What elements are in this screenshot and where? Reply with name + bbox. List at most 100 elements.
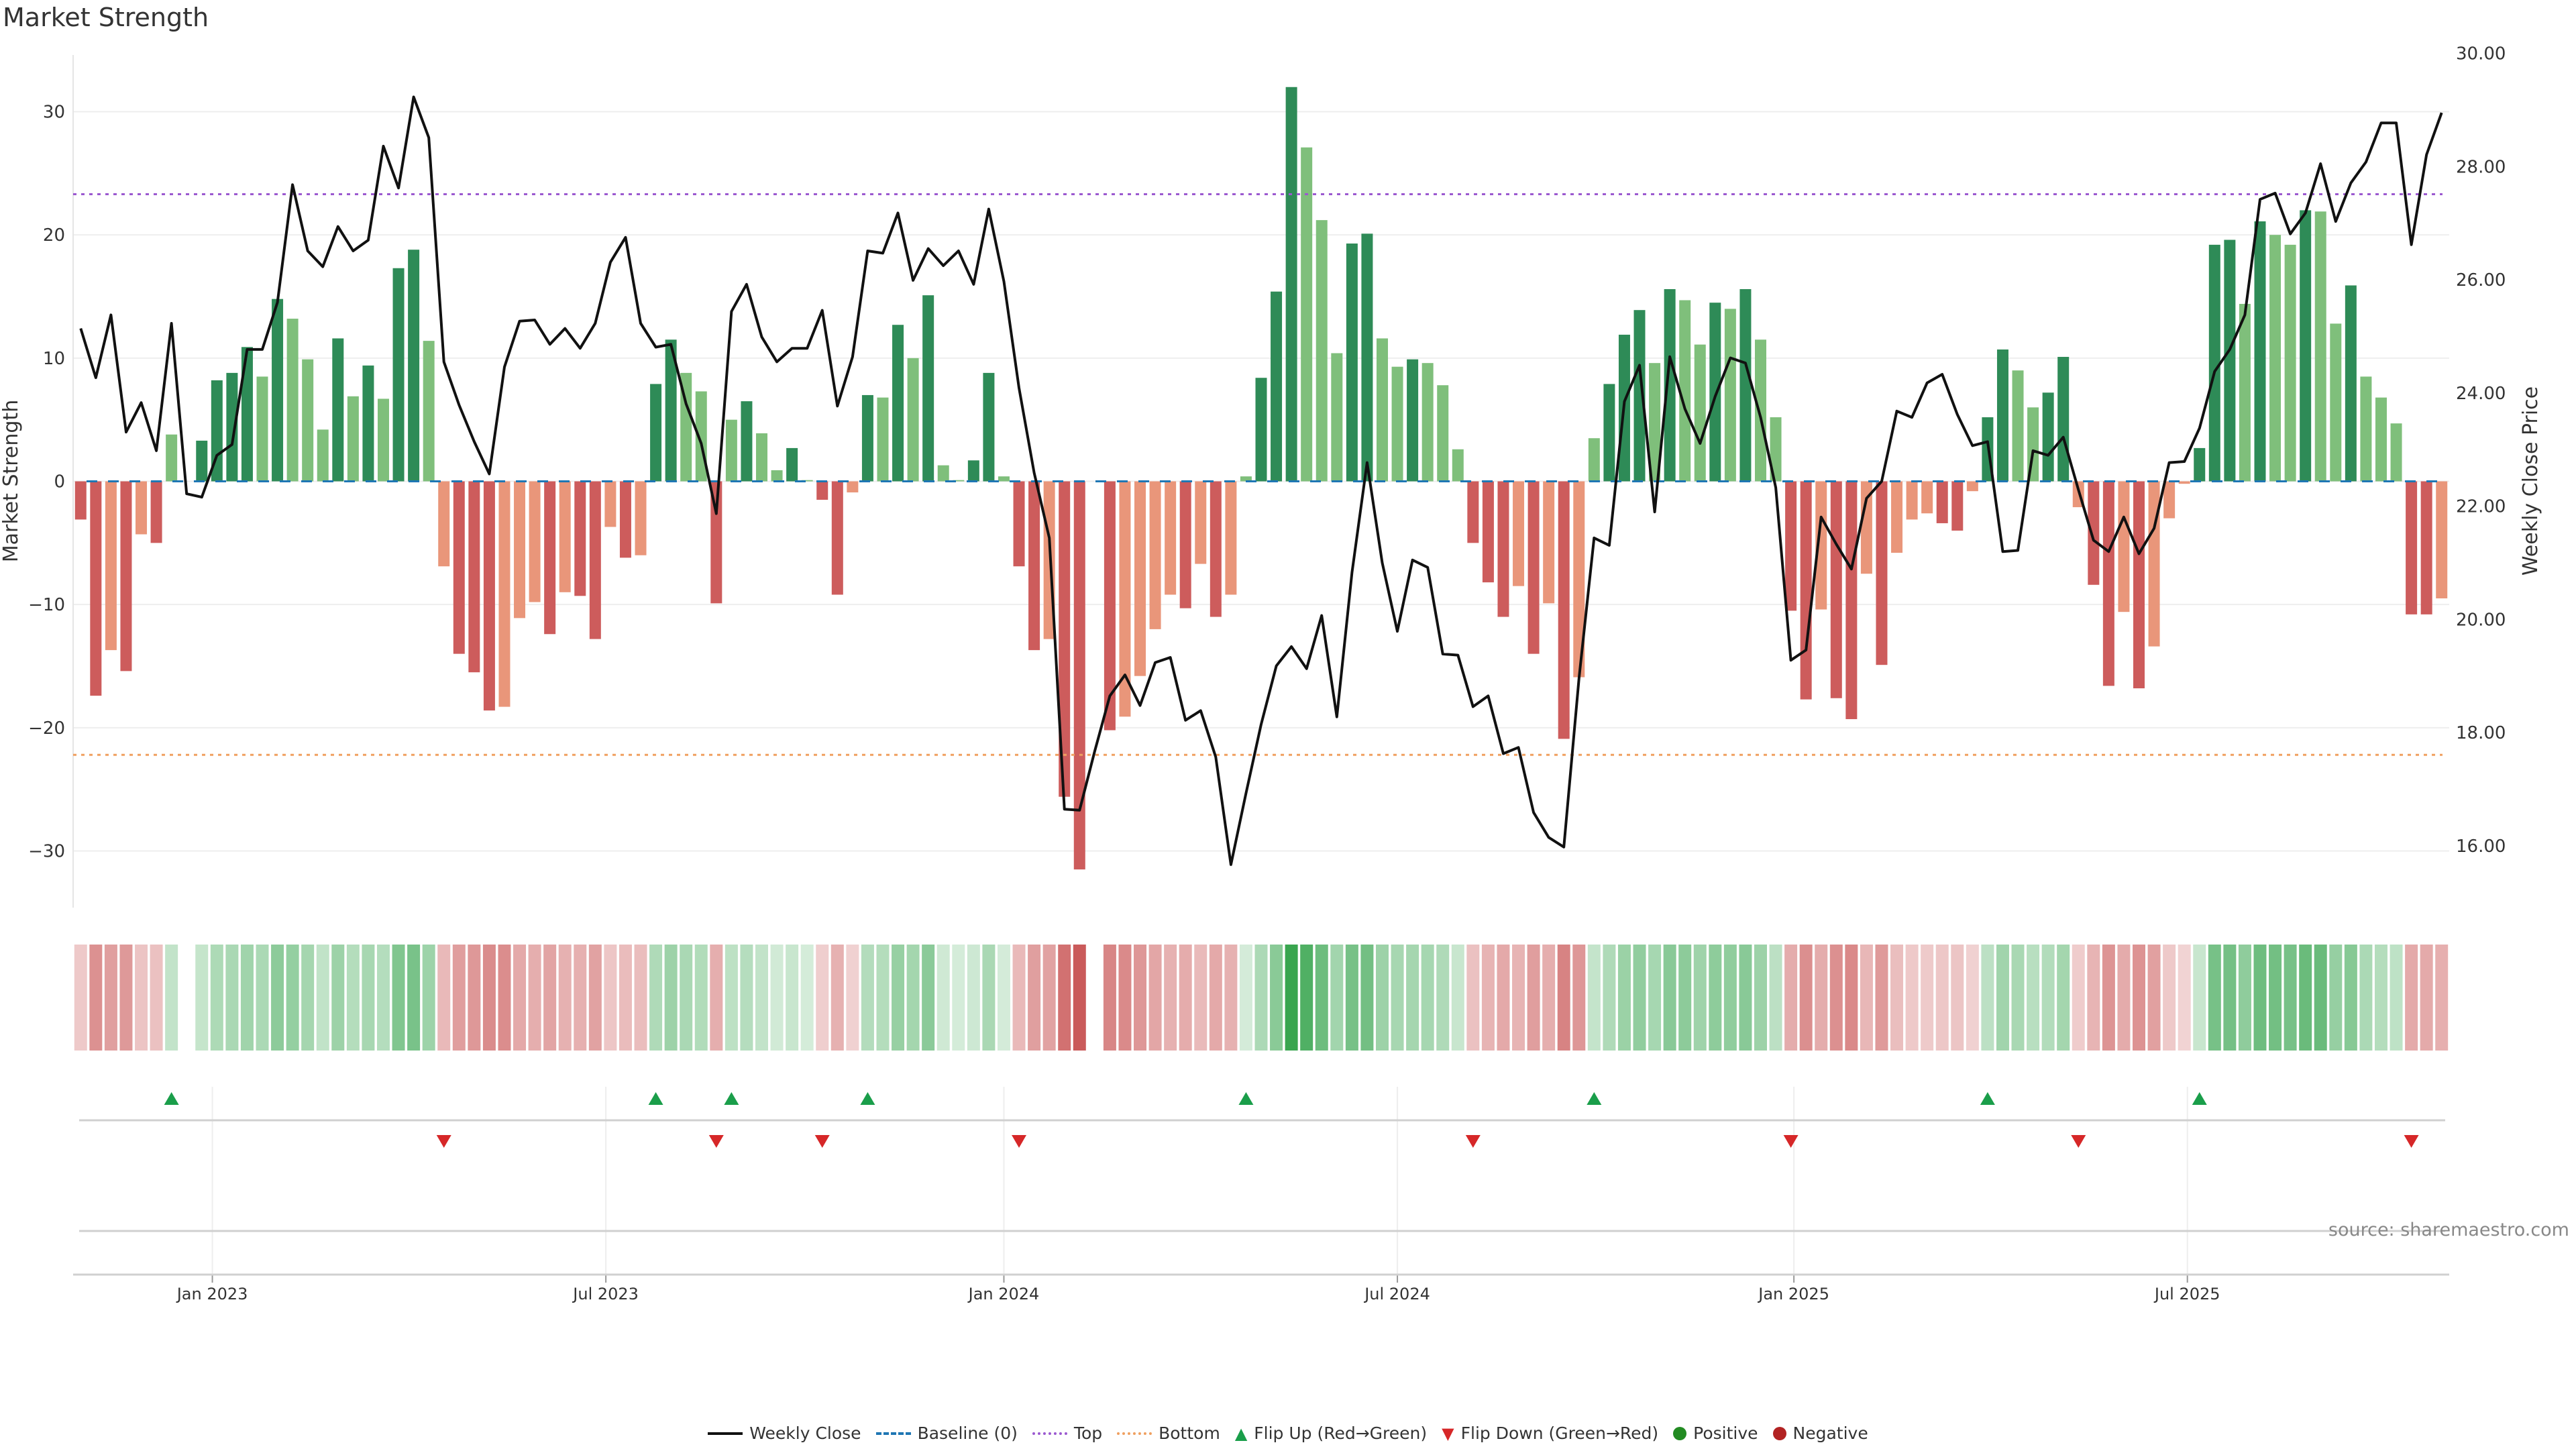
heat-cell <box>1739 945 1752 1051</box>
positive-bar <box>953 480 965 482</box>
heat-cell <box>1360 945 1374 1051</box>
heat-cell <box>2057 945 2070 1051</box>
negative-bar <box>1497 481 1509 617</box>
heat-cell <box>2329 945 2343 1051</box>
positive-bar <box>196 440 208 482</box>
flip-down-marker <box>2404 1135 2419 1148</box>
negative-bar <box>1815 481 1827 610</box>
positive-bar <box>922 295 934 482</box>
heat-cell <box>1587 945 1601 1051</box>
positive-bar <box>286 319 299 482</box>
heat-cell <box>528 945 541 1051</box>
negative-bar <box>1225 481 1237 595</box>
negative-bar <box>1830 481 1842 698</box>
heat-cell <box>2269 945 2282 1051</box>
positive-bar <box>2345 285 2357 482</box>
y-tick-label: −20 <box>28 718 65 739</box>
heat-cell <box>89 945 103 1051</box>
positive-bar <box>2057 356 2070 482</box>
positive-bar <box>211 380 223 482</box>
heat-cell <box>1481 945 1495 1051</box>
flip-down-marker <box>2071 1135 2086 1148</box>
heat-cell <box>2435 945 2449 1051</box>
x-tick-label: Jul 2024 <box>1363 1285 1430 1303</box>
flip-down-marker <box>1465 1135 1481 1148</box>
negative-bar <box>1527 481 1540 654</box>
positive-bar <box>983 372 995 482</box>
heat-cell <box>846 945 859 1051</box>
heat-cell <box>1981 945 1994 1051</box>
heat-cell <box>906 945 920 1051</box>
heat-cell <box>1512 945 1525 1051</box>
heat-cell <box>1042 945 1056 1051</box>
circle-icon <box>1673 1426 1687 1440</box>
flip-up-marker <box>648 1092 663 1105</box>
negative-bar <box>1165 481 1177 595</box>
heat-cell <box>1224 945 1238 1051</box>
positive-bar <box>861 394 873 482</box>
positive-bar <box>377 398 389 482</box>
heat-cell <box>680 945 693 1051</box>
flip-up-marker <box>1980 1092 1995 1105</box>
positive-bar <box>1754 339 1766 482</box>
heat-cell <box>1557 945 1570 1051</box>
negative-bar <box>1104 481 1116 731</box>
positive-bar <box>1603 384 1615 482</box>
heat-cell <box>967 945 980 1051</box>
x-tick-label: Jan 2024 <box>967 1285 1040 1303</box>
heat-cell <box>710 945 723 1051</box>
positive-bar <box>1633 310 1646 482</box>
positive-bar <box>801 480 813 482</box>
legend: Weekly Close Baseline (0) Top Bottom ▲ Fl… <box>0 1424 2576 1443</box>
heat-cell <box>2102 945 2115 1051</box>
heat-cell <box>104 945 117 1051</box>
positive-bar <box>166 434 178 482</box>
positive-bar <box>892 325 904 482</box>
heat-cell <box>1890 945 1904 1051</box>
heat-cell <box>1603 945 1616 1051</box>
negative-bar <box>1785 481 1797 611</box>
y-tick-label: 10 <box>43 349 65 369</box>
heat-cell <box>74 945 87 1051</box>
negative-bar <box>1860 481 1872 574</box>
y2-tick-label: 22.00 <box>2456 497 2506 517</box>
heat-cell <box>1709 945 1722 1051</box>
dotted-swatch-icon <box>1032 1432 1067 1435</box>
legend-baseline: Baseline (0) <box>875 1424 1018 1443</box>
heat-cell <box>1617 945 1631 1051</box>
heat-cell <box>256 945 269 1051</box>
negative-bar <box>2118 481 2130 612</box>
heat-cell <box>1164 945 1177 1051</box>
y-axis-label: Market Strength <box>0 400 23 562</box>
heat-cell <box>952 945 965 1051</box>
heat-cell <box>800 945 814 1051</box>
heat-cell <box>1209 945 1222 1051</box>
positive-bar <box>256 376 268 482</box>
positive-bar <box>1376 338 1388 482</box>
heat-cell <box>588 945 602 1051</box>
heat-cell <box>2178 945 2191 1051</box>
heat-cell <box>1845 945 1858 1051</box>
negative-bar <box>453 481 465 654</box>
positive-bar <box>725 419 737 482</box>
negative-bar <box>90 481 102 696</box>
heat-cell <box>1572 945 1586 1051</box>
line-swatch-icon <box>708 1432 743 1435</box>
legend-label: Weekly Close <box>749 1424 861 1443</box>
positive-bar <box>1285 87 1297 482</box>
negative-bar <box>1467 481 1479 543</box>
heat-cell <box>1921 945 1934 1051</box>
positive-bar <box>317 429 329 482</box>
heat-cell <box>1693 945 1707 1051</box>
heat-cell <box>1391 945 1404 1051</box>
legend-label: Positive <box>1693 1424 1758 1443</box>
heat-cell <box>286 945 299 1051</box>
y-tick-label: 30 <box>43 102 65 122</box>
negative-bar <box>619 481 631 558</box>
flip-down-marker <box>1783 1135 1799 1148</box>
x-tick-label: Jul 2025 <box>2153 1285 2220 1303</box>
heat-cell <box>1118 945 1132 1051</box>
heat-cell <box>2041 945 2055 1051</box>
positive-bar <box>771 470 783 482</box>
negative-bar <box>105 481 117 651</box>
